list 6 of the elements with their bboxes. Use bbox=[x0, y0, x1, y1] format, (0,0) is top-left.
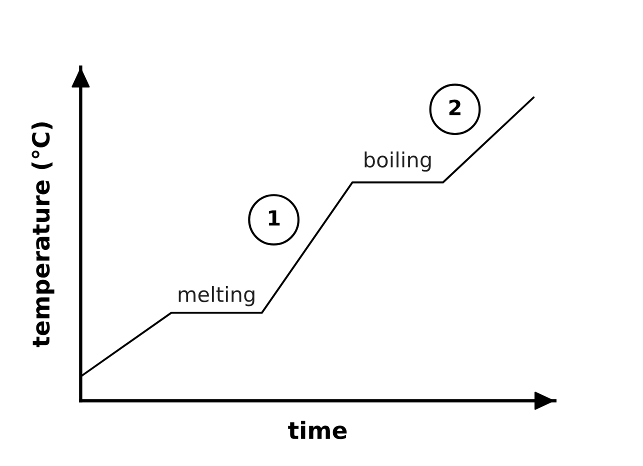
y-axis-title: temperature (°C) bbox=[31, 122, 54, 348]
annotation: boiling bbox=[364, 151, 431, 172]
annotation: melting bbox=[178, 286, 254, 306]
annotation: 2 bbox=[449, 100, 460, 116]
annotation: 1 bbox=[268, 210, 280, 226]
x-axis-title: time bbox=[288, 420, 347, 440]
